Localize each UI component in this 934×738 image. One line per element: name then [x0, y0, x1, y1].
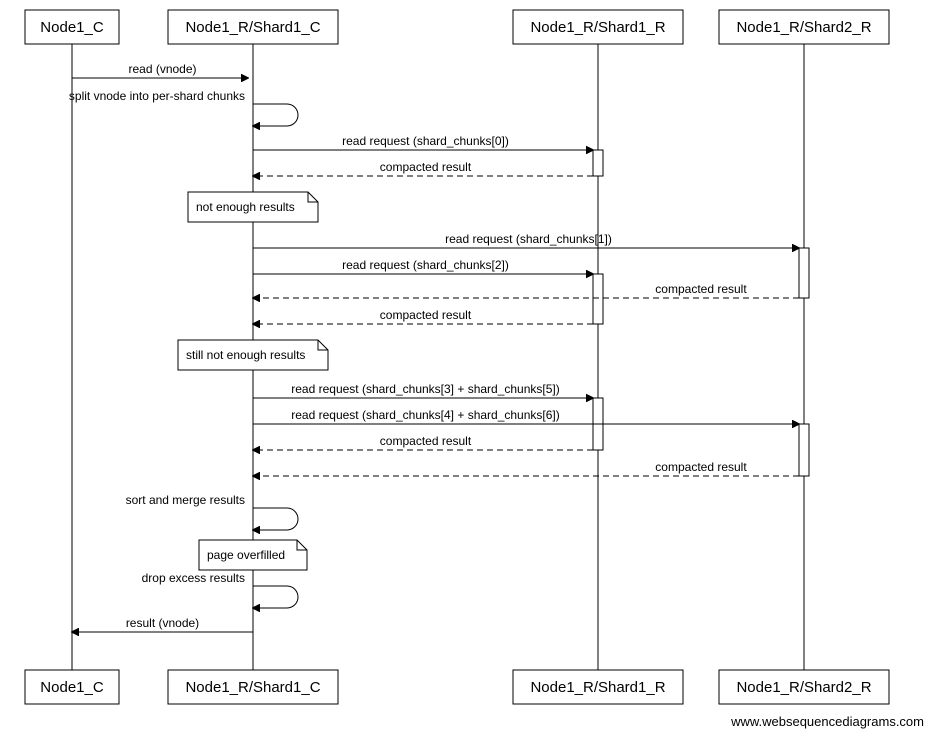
message-label: read (vnode) — [128, 62, 196, 76]
activation-bar — [799, 248, 809, 298]
message-label: read request (shard_chunks[0]) — [342, 134, 509, 148]
actor-label: Node1_C — [40, 679, 104, 696]
message-label: compacted result — [380, 308, 472, 322]
actor-label: Node1_R/Shard1_C — [185, 679, 320, 696]
activation-bar — [799, 424, 809, 476]
message-label: compacted result — [380, 160, 472, 174]
message-label: split vnode into per-shard chunks — [69, 89, 245, 103]
message-label: compacted result — [655, 282, 747, 296]
actor-label: Node1_R/Shard1_C — [185, 19, 320, 36]
actor-label: Node1_R/Shard1_R — [530, 19, 665, 36]
message-label: read request (shard_chunks[1]) — [445, 232, 612, 246]
message-label: read request (shard_chunks[2]) — [342, 258, 509, 272]
message-label: read request (shard_chunks[4] + shard_ch… — [291, 408, 560, 422]
activation-bar — [593, 150, 603, 176]
message-label: drop excess results — [142, 571, 245, 585]
activation-bar — [593, 274, 603, 324]
note-text: page overfilled — [207, 548, 285, 562]
actor-label: Node1_R/Shard1_R — [530, 679, 665, 696]
note-text: still not enough results — [186, 348, 305, 362]
message-label: compacted result — [380, 434, 472, 448]
self-message — [253, 586, 298, 608]
actor-label: Node1_R/Shard2_R — [736, 19, 871, 36]
sequence-diagram: Node1_C Node1_R/Shard1_C Node1_R/Shard1_R N… — [0, 0, 934, 738]
message-label: read request (shard_chunks[3] + shard_ch… — [291, 382, 560, 396]
message-label: sort and merge results — [126, 493, 245, 507]
self-message — [253, 104, 298, 126]
message-label: compacted result — [655, 460, 747, 474]
note-text: not enough results — [196, 200, 295, 214]
message-label: result (vnode) — [126, 616, 199, 630]
watermark: www.websequencediagrams.com — [730, 714, 924, 729]
actor-label: Node1_C — [40, 19, 104, 36]
actor-label: Node1_R/Shard2_R — [736, 679, 871, 696]
self-message — [253, 508, 298, 530]
